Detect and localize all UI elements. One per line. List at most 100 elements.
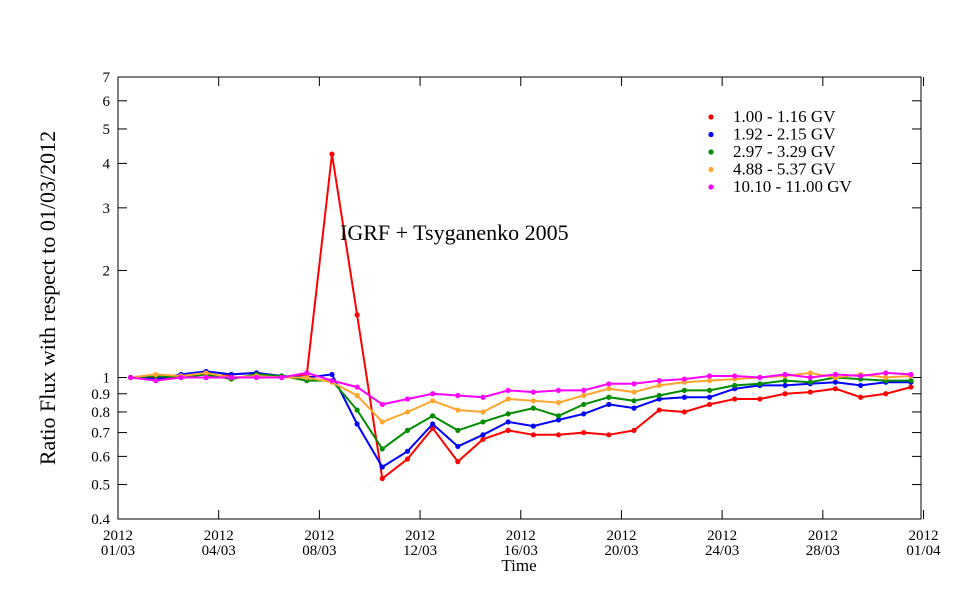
data-point: [606, 381, 612, 387]
data-point: [304, 374, 310, 381]
legend-marker: [708, 166, 714, 173]
data-point: [757, 396, 763, 402]
series-line: [130, 370, 911, 469]
x-tick-label-date: 20/03: [604, 543, 638, 559]
series-line: [130, 371, 911, 424]
y-tick-label: 0.7: [91, 426, 110, 442]
data-point: [430, 413, 436, 419]
data-point: [329, 378, 335, 384]
x-tick-label-date: 16/03: [504, 543, 538, 559]
data-point: [656, 407, 662, 413]
series-line: [130, 371, 911, 406]
data-point: [354, 312, 360, 318]
data-point: [807, 370, 813, 376]
legend-entry: 2.97 - 3.29 GV: [733, 142, 836, 161]
series-2: [127, 368, 914, 470]
data-point: [505, 387, 511, 393]
legend-entry: 4.88 - 5.37 GV: [733, 160, 836, 179]
x-tick-label-date: 01/03: [101, 543, 135, 559]
data-point: [404, 448, 411, 454]
data-point: [782, 391, 788, 397]
data-point: [631, 389, 637, 395]
data-point: [656, 382, 662, 389]
data-point: [706, 378, 713, 384]
data-point: [379, 464, 385, 470]
y-tick-label: 2: [103, 263, 111, 279]
data-point: [480, 394, 486, 400]
x-tick-label-year: 2012: [707, 528, 737, 544]
data-point: [807, 389, 813, 395]
data-point: [203, 374, 209, 381]
data-point: [455, 459, 461, 465]
data-point: [203, 370, 209, 376]
data-point: [908, 384, 914, 390]
data-point: [857, 394, 864, 400]
x-tick-label-year: 2012: [405, 528, 435, 544]
data-point: [430, 391, 436, 397]
data-point: [857, 373, 864, 379]
data-point: [706, 394, 713, 400]
data-point: [555, 413, 562, 419]
legend-entry: 1.00 - 1.16 GV: [733, 107, 836, 126]
data-point: [807, 374, 813, 381]
legend-marker: [708, 149, 714, 155]
y-axis-ticks: 0.4 0.5 0.6 0.7 0.8 0.91 2 3 4 5 6 7: [91, 70, 921, 528]
data-point: [505, 396, 511, 402]
data-point: [706, 387, 713, 393]
data-point: [530, 423, 536, 429]
x-tick-label-date: 01/04: [906, 543, 941, 559]
y-axis-label: Ratio Flux with respect to 01/03/2012: [35, 131, 60, 465]
y-tick-label: 1: [103, 371, 111, 387]
data-point: [656, 392, 662, 399]
data-point: [354, 421, 360, 427]
x-tick-label-year: 2012: [909, 528, 939, 544]
data-point: [455, 392, 461, 399]
data-point: [505, 419, 511, 425]
data-point: [581, 392, 587, 399]
data-point: [480, 419, 486, 425]
legend-entry: 1.92 - 2.15 GV: [733, 125, 836, 144]
data-point: [253, 374, 260, 381]
data-point: [656, 378, 662, 384]
data-point: [329, 151, 335, 157]
data-point: [706, 401, 713, 408]
data-point: [606, 432, 612, 438]
x-tick-label-date: 08/03: [302, 543, 336, 559]
data-point: [455, 443, 461, 450]
series-line: [130, 373, 911, 451]
data-point: [404, 396, 411, 402]
data-point: [329, 371, 335, 378]
y-tick-label: 7: [103, 70, 111, 86]
data-point: [430, 421, 436, 427]
series-line: [130, 153, 912, 481]
data-point: [908, 371, 914, 378]
data-point: [581, 401, 587, 408]
data-point: [832, 379, 839, 385]
x-tick-label-year: 2012: [506, 528, 536, 544]
data-point: [706, 373, 713, 379]
data-point: [606, 386, 612, 392]
data-point: [606, 394, 612, 400]
x-tick-label-date: 04/03: [202, 543, 236, 559]
y-tick-label: 5: [103, 122, 111, 138]
data-point: [631, 381, 637, 387]
data-point: [354, 407, 360, 413]
data-point: [782, 371, 788, 378]
data-point: [581, 411, 587, 417]
data-point: [480, 432, 486, 438]
data-point: [530, 389, 536, 395]
y-tick-label: 0.6: [91, 449, 110, 465]
data-point: [681, 387, 687, 393]
data-point: [153, 378, 159, 384]
y-tick-label: 6: [103, 94, 111, 110]
data-point: [681, 394, 687, 400]
data-point: [732, 396, 738, 402]
y-tick-label: 0.5: [91, 478, 110, 494]
data-point: [681, 376, 687, 382]
data-point: [530, 398, 536, 404]
y-tick-label: 3: [103, 201, 111, 217]
data-point: [379, 475, 385, 482]
data-point: [530, 432, 536, 438]
data-point: [455, 407, 461, 413]
data-point: [581, 387, 587, 393]
